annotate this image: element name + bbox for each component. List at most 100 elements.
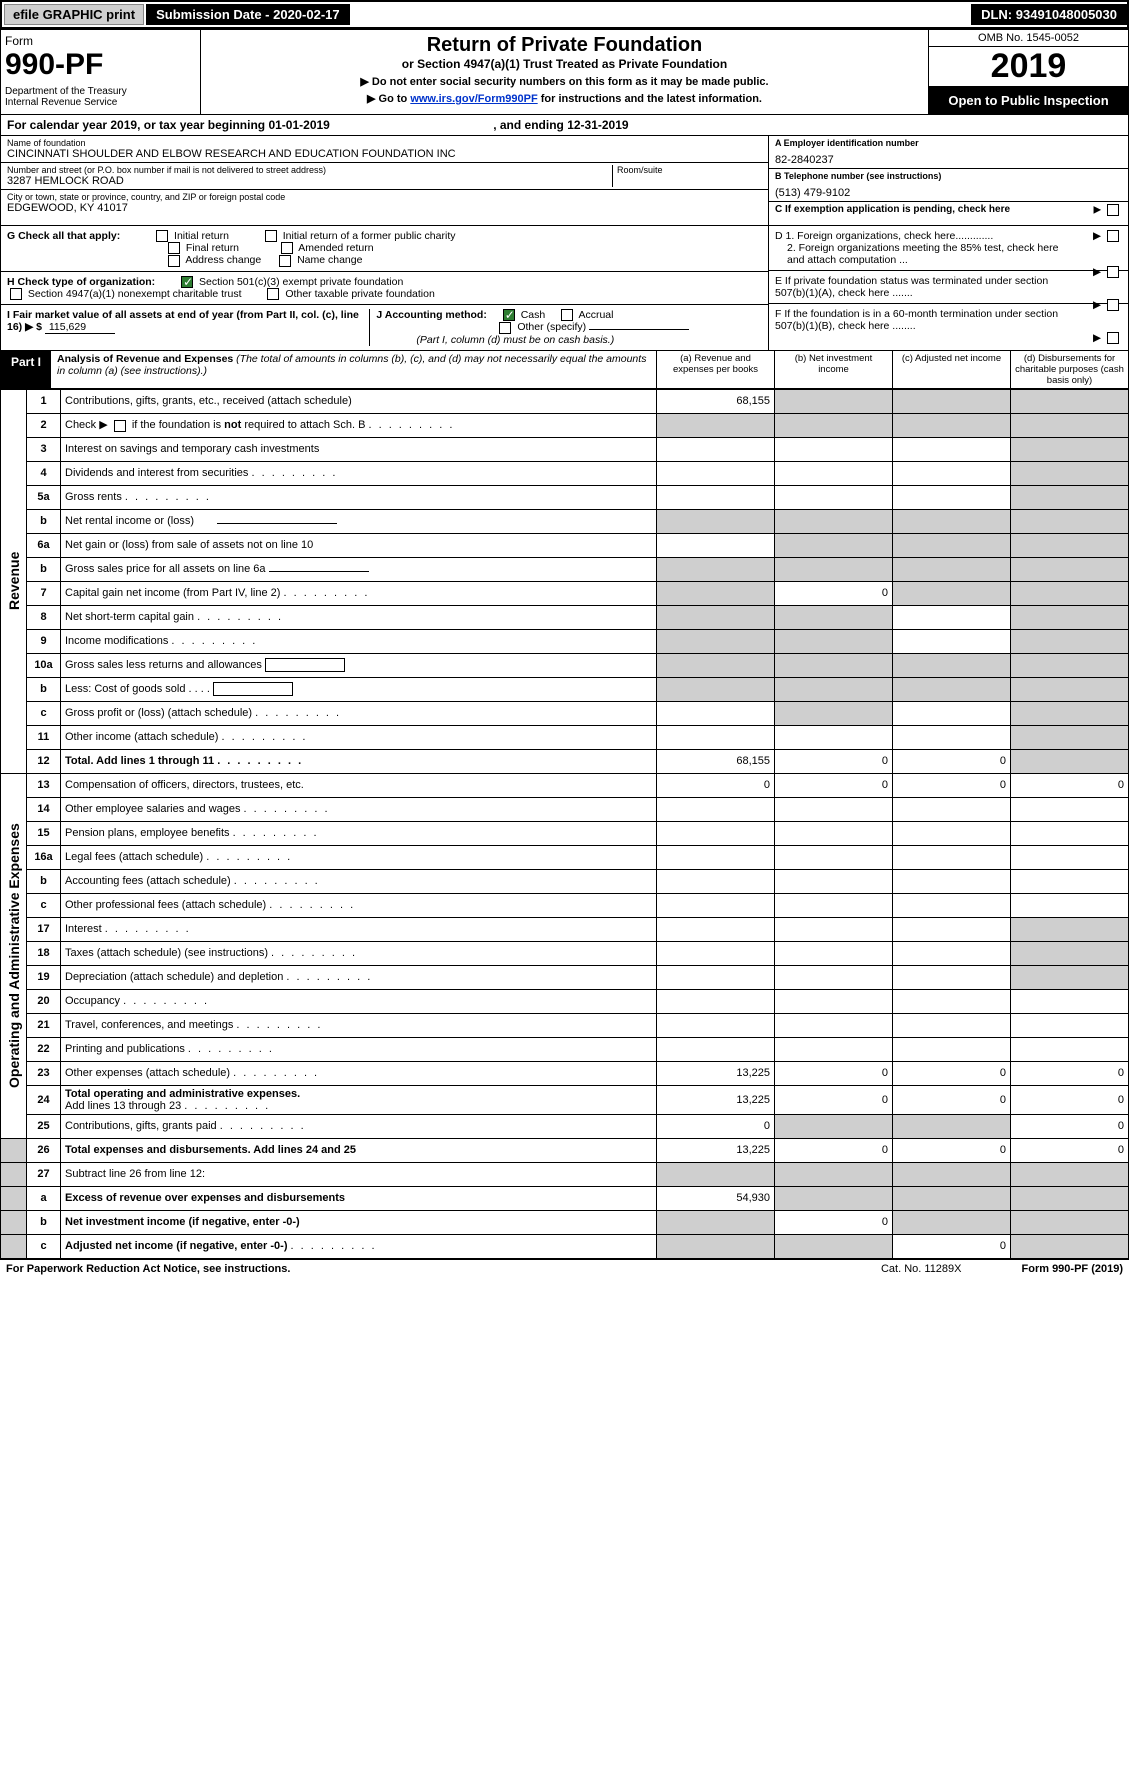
l15: Pension plans, employee benefits	[61, 821, 657, 845]
table-row: 24Total operating and administrative exp…	[1, 1085, 1129, 1114]
table-row: 18Taxes (attach schedule) (see instructi…	[1, 941, 1129, 965]
table-row: 14Other employee salaries and wages	[1, 797, 1129, 821]
table-row: 25Contributions, gifts, grants paid 00	[1, 1114, 1129, 1138]
c-checkbox[interactable]	[1107, 204, 1119, 216]
omb: OMB No. 1545-0052	[929, 30, 1128, 47]
j-o1: Cash	[521, 309, 546, 321]
l26b: 0	[775, 1138, 893, 1162]
l27: Subtract line 26 from line 12:	[61, 1162, 657, 1186]
table-row: cGross profit or (loss) (attach schedule…	[1, 701, 1129, 725]
table-row: 8Net short-term capital gain	[1, 605, 1129, 629]
l10b: Less: Cost of goods sold . . . .	[61, 677, 657, 701]
part1-tag: Part I	[1, 351, 51, 388]
phone-lbl: B Telephone number (see instructions)	[775, 171, 1122, 181]
table-row: 12Total. Add lines 1 through 11 68,15500	[1, 749, 1129, 773]
l23c: 0	[893, 1061, 1011, 1085]
part1-desc: Analysis of Revenue and Expenses (The to…	[51, 351, 656, 388]
table-row: aExcess of revenue over expenses and dis…	[1, 1186, 1129, 1210]
form-sub3: ▶ Go to www.irs.gov/Form990PF for instru…	[205, 92, 924, 105]
e-cb[interactable]	[1107, 299, 1119, 311]
h-other-cb[interactable]	[267, 288, 279, 300]
l3: Interest on savings and temporary cash i…	[61, 437, 657, 461]
l27bb: 0	[775, 1210, 893, 1234]
table-row: 6aNet gain or (loss) from sale of assets…	[1, 533, 1129, 557]
l2-cb[interactable]	[114, 420, 126, 432]
h-o3: Other taxable private foundation	[285, 288, 434, 300]
table-row: 16aLegal fees (attach schedule)	[1, 845, 1129, 869]
g-name-cb[interactable]	[279, 255, 291, 267]
table-row: 23Other expenses (attach schedule) 13,22…	[1, 1061, 1129, 1085]
table-row: Revenue1Contributions, gifts, grants, et…	[1, 389, 1129, 413]
d2-cb[interactable]	[1107, 266, 1119, 278]
l25a: 0	[657, 1114, 775, 1138]
part1-title: Analysis of Revenue and Expenses	[57, 353, 233, 365]
g-lbl: G Check all that apply:	[7, 230, 120, 242]
l20: Occupancy	[61, 989, 657, 1013]
table-row: 27Subtract line 26 from line 12:	[1, 1162, 1129, 1186]
footer: For Paperwork Reduction Act Notice, see …	[0, 1259, 1129, 1278]
hdr-left: Form 990-PF Department of the Treasury I…	[1, 30, 201, 114]
irs-link[interactable]: www.irs.gov/Form990PF	[410, 93, 537, 105]
table-row: Operating and Administrative Expenses13C…	[1, 773, 1129, 797]
l18: Taxes (attach schedule) (see instruction…	[61, 941, 657, 965]
l27aa: 54,930	[657, 1186, 775, 1210]
g-addr-cb[interactable]	[168, 255, 180, 267]
revenue-side: Revenue	[1, 389, 27, 773]
l23d: 0	[1011, 1061, 1129, 1085]
city-lbl: City or town, state or province, country…	[7, 192, 762, 202]
l10c: Gross profit or (loss) (attach schedule)	[61, 701, 657, 725]
dln-lbl: DLN:	[981, 7, 1016, 22]
g-initial-cb[interactable]	[156, 230, 168, 242]
c-lbl: C If exemption application is pending, c…	[775, 204, 1010, 215]
table-row: bNet investment income (if negative, ent…	[1, 1210, 1129, 1234]
expenses-side: Operating and Administrative Expenses	[1, 773, 27, 1138]
table-row: 10aGross sales less returns and allowanc…	[1, 653, 1129, 677]
col-b: (b) Net investment income	[774, 351, 892, 388]
g-initial2-cb[interactable]	[265, 230, 277, 242]
j-accrual-cb[interactable]	[561, 309, 573, 321]
ein-lbl: A Employer identification number	[775, 138, 1122, 148]
foot-right: Form 990-PF (2019)	[1022, 1263, 1124, 1275]
table-row: bNet rental income or (loss)	[1, 509, 1129, 533]
table-row: 19Depreciation (attach schedule) and dep…	[1, 965, 1129, 989]
l12c: 0	[893, 749, 1011, 773]
i-val: 115,629	[45, 321, 115, 334]
l11: Other income (attach schedule)	[61, 725, 657, 749]
part1-table: Revenue1Contributions, gifts, grants, et…	[0, 389, 1129, 1259]
j-cash-cb[interactable]	[503, 309, 515, 321]
table-row: 22Printing and publications	[1, 1037, 1129, 1061]
l26d: 0	[1011, 1138, 1129, 1162]
f-lbl: F If the foundation is in a 60-month ter…	[775, 308, 1075, 332]
table-row: cOther professional fees (attach schedul…	[1, 893, 1129, 917]
efile-button[interactable]: efile GRAPHIC print	[4, 4, 144, 25]
table-row: 4Dividends and interest from securities	[1, 461, 1129, 485]
g-amended-cb[interactable]	[281, 242, 293, 254]
d1-cb[interactable]	[1107, 230, 1119, 242]
table-row: 2Check ▶ if the foundation is not requir…	[1, 413, 1129, 437]
info-right: A Employer identification number 82-2840…	[768, 136, 1128, 225]
part1-header: Part I Analysis of Revenue and Expenses …	[0, 350, 1129, 389]
j-lbl: J Accounting method:	[376, 309, 486, 321]
form-number: 990-PF	[5, 48, 196, 82]
l8: Net short-term capital gain	[61, 605, 657, 629]
table-row: 15Pension plans, employee benefits	[1, 821, 1129, 845]
dept: Department of the Treasury Internal Reve…	[5, 86, 196, 108]
f-cb[interactable]	[1107, 332, 1119, 344]
name-val: CINCINNATI SHOULDER AND ELBOW RESEARCH A…	[7, 148, 762, 160]
h-4947-cb[interactable]	[10, 288, 22, 300]
table-row: 17Interest	[1, 917, 1129, 941]
h-501c3-cb[interactable]	[181, 276, 193, 288]
d1-block: D 1. Foreign organizations, check here..…	[769, 226, 1128, 271]
ein-val: 82-2840237	[775, 154, 1122, 166]
l13d: 0	[1011, 773, 1129, 797]
l13a: 0	[657, 773, 775, 797]
j-other-cb[interactable]	[499, 322, 511, 334]
j-note: (Part I, column (d) must be on cash basi…	[416, 334, 614, 346]
l24b: 0	[775, 1085, 893, 1114]
hdr-mid: Return of Private Foundation or Section …	[201, 30, 928, 114]
l13: Compensation of officers, directors, tru…	[61, 773, 657, 797]
g-final-cb[interactable]	[168, 242, 180, 254]
l26: Total expenses and disbursements. Add li…	[61, 1138, 657, 1162]
table-row: 26Total expenses and disbursements. Add …	[1, 1138, 1129, 1162]
l22: Printing and publications	[61, 1037, 657, 1061]
